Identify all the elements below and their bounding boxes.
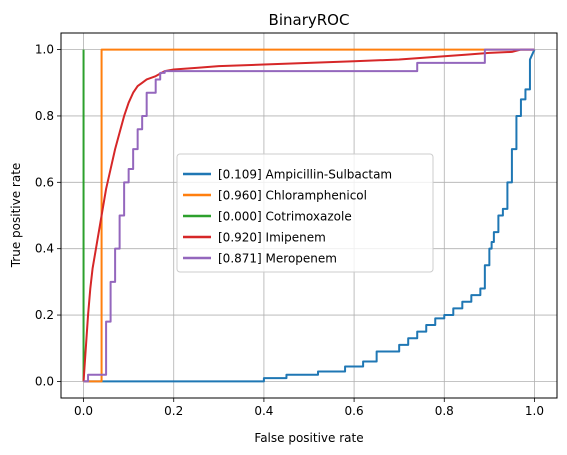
y-tick-label: 0.4	[35, 242, 54, 256]
plot-frame	[60, 32, 558, 399]
series-line-3	[82, 48, 535, 382]
x-tick-label: 0.4	[254, 404, 273, 418]
x-tick-label: 0.6	[345, 404, 364, 418]
x-tick-label: 0.0	[74, 404, 93, 418]
x-tick-label: 0.2	[164, 404, 183, 418]
x-tick-label: 1.0	[525, 404, 544, 418]
series-layer	[82, 48, 536, 383]
legend-label: [0.871] Meropenem	[218, 252, 337, 266]
chart-title: BinaryROC	[269, 11, 350, 29]
y-tick-label: 1.0	[35, 43, 54, 57]
y-tick-label: 0.0	[35, 374, 54, 388]
legend-label: [0.109] Ampicillin-Sulbactam	[218, 168, 392, 182]
legend-label: [0.960] Chloramphenicol	[218, 189, 367, 203]
y-tick-label: 0.6	[35, 175, 54, 189]
series-line-4	[83, 48, 535, 383]
series-line-0	[83, 49, 536, 383]
legend: [0.109] Ampicillin-Sulbactam [0.960] Chlo…	[176, 153, 434, 273]
y-tick-label: 0.8	[35, 109, 54, 123]
legend-label: [0.000] Cotrimoxazole	[218, 210, 352, 224]
legend-label: [0.920] Imipenem	[218, 231, 326, 245]
axis-ticks: 0.0 0.2 0.4 0.6 0.8 1.0 0.0 0.2 0.4 0.6 0.8 1.0	[35, 43, 544, 418]
legend-box	[176, 153, 434, 273]
y-axis-label: True positive rate	[9, 163, 23, 269]
x-tick-label: 0.8	[435, 404, 454, 418]
y-tick-label: 0.2	[35, 308, 54, 322]
x-axis-label: False positive rate	[254, 431, 363, 445]
